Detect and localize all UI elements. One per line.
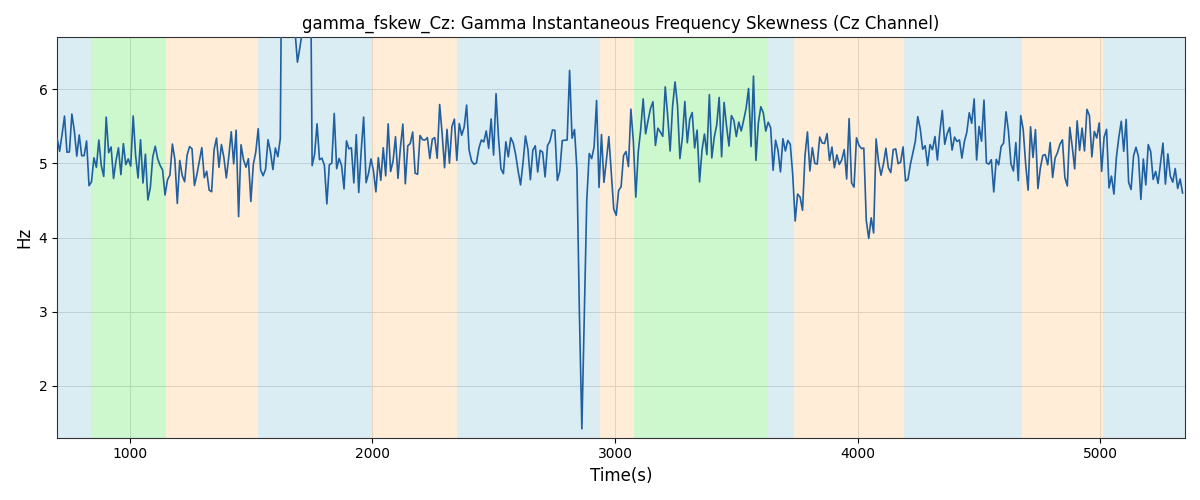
Bar xyxy=(904,38,1022,438)
X-axis label: Time(s): Time(s) xyxy=(590,467,653,485)
Bar xyxy=(1103,38,1184,438)
Bar xyxy=(167,38,258,438)
Bar xyxy=(258,38,372,438)
Bar xyxy=(91,38,167,438)
Bar xyxy=(768,38,794,438)
Y-axis label: Hz: Hz xyxy=(16,227,34,248)
Bar xyxy=(600,38,635,438)
Bar xyxy=(372,38,457,438)
Bar xyxy=(1022,38,1103,438)
Bar xyxy=(635,38,768,438)
Bar xyxy=(457,38,600,438)
Bar xyxy=(794,38,904,438)
Title: gamma_fskew_Cz: Gamma Instantaneous Frequency Skewness (Cz Channel): gamma_fskew_Cz: Gamma Instantaneous Freq… xyxy=(302,15,940,34)
Bar xyxy=(58,38,91,438)
